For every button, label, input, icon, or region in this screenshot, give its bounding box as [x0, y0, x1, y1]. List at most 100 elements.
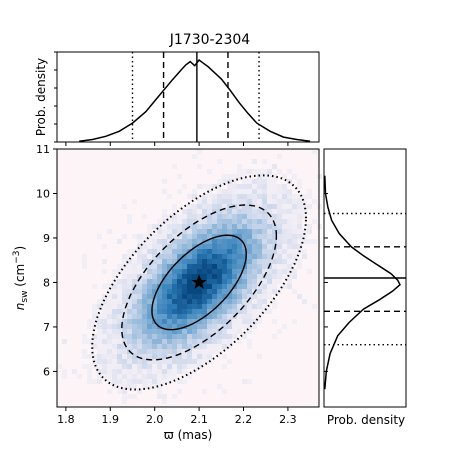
heatmap-cell [227, 284, 232, 289]
heatmap-cell [227, 279, 232, 284]
heatmap-cell [167, 214, 172, 219]
heatmap-cell [212, 224, 217, 229]
right-xlabel: Prob. density [327, 413, 405, 427]
heatmap-cell [277, 229, 282, 234]
heatmap-cell [147, 314, 152, 319]
heatmap-cell [237, 219, 242, 224]
heatmap-cell [267, 259, 272, 264]
heatmap-cell [222, 174, 227, 179]
heatmap-cell [197, 224, 202, 229]
heatmap-cell [127, 379, 132, 384]
heatmap-cell [227, 219, 232, 224]
heatmap-cell [252, 299, 257, 304]
heatmap-cell [182, 314, 187, 319]
heatmap-cell [207, 294, 212, 299]
heatmap-cell [307, 189, 312, 194]
heatmap-cell [197, 309, 202, 314]
heatmap-cell [302, 299, 307, 304]
heatmap-cell [107, 329, 112, 334]
x-tick-label: 1.9 [102, 413, 120, 426]
heatmap-cell [142, 314, 147, 319]
heatmap-cell [247, 229, 252, 234]
heatmap-cell [212, 349, 217, 354]
heatmap-cell [102, 329, 107, 334]
heatmap-cell [227, 299, 232, 304]
heatmap-cell [277, 154, 282, 159]
heatmap-cell [252, 169, 257, 174]
heatmap-cell [182, 299, 187, 304]
heatmap-cell [132, 364, 137, 369]
heatmap-cell [227, 329, 232, 334]
heatmap-cell [157, 254, 162, 259]
heatmap-cell [187, 314, 192, 319]
heatmap-cell [162, 304, 167, 309]
heatmap-cell [232, 189, 237, 194]
heatmap-cell [182, 349, 187, 354]
heatmap-cell [272, 279, 277, 284]
heatmap-cell [242, 379, 247, 384]
heatmap-cell [142, 364, 147, 369]
heatmap-cell [117, 379, 122, 384]
right-marginal-panel: Prob. density [323, 148, 407, 427]
heatmap-cell [137, 284, 142, 289]
heatmap-cell [232, 249, 237, 254]
heatmap-cell [217, 269, 222, 274]
heatmap-cell [287, 269, 292, 274]
heatmap-cell [227, 339, 232, 344]
heatmap-cell [152, 354, 157, 359]
heatmap-cell [157, 239, 162, 244]
heatmap-cell [112, 344, 117, 349]
heatmap-cell [157, 384, 162, 389]
heatmap-cell [282, 219, 287, 224]
heatmap-cell [252, 239, 257, 244]
heatmap-cell [257, 219, 262, 224]
heatmap-cell [237, 279, 242, 284]
heatmap-cell [152, 379, 157, 384]
heatmap-cell [217, 259, 222, 264]
heatmap-cell [167, 349, 172, 354]
heatmap-cell [247, 344, 252, 349]
heatmap-cell [192, 269, 197, 274]
heatmap-cell [247, 184, 252, 189]
heatmap-cell [252, 214, 257, 219]
heatmap-cell [112, 284, 117, 289]
heatmap-cell [182, 214, 187, 219]
heatmap-cell [182, 274, 187, 279]
heatmap-cell [157, 379, 162, 384]
heatmap-cell [172, 344, 177, 349]
heatmap-cell [162, 269, 167, 274]
heatmap-cell [112, 299, 117, 304]
heatmap-cell [277, 259, 282, 264]
heatmap-cell [232, 244, 237, 249]
heatmap-cell [207, 169, 212, 174]
heatmap-cell [222, 344, 227, 349]
heatmap-cell [192, 204, 197, 209]
heatmap-cell [182, 289, 187, 294]
heatmap-cell [142, 289, 147, 294]
heatmap-cell [167, 219, 172, 224]
heatmap-cell [197, 164, 202, 169]
heatmap-cell [182, 354, 187, 359]
heatmap-cell [242, 239, 247, 244]
heatmap-cell [177, 259, 182, 264]
heatmap-cell [207, 334, 212, 339]
heatmap-cell [292, 209, 297, 214]
heatmap-cell [292, 319, 297, 324]
heatmap-cell [177, 174, 182, 179]
heatmap-cell [147, 349, 152, 354]
heatmap-cell [102, 364, 107, 369]
heatmap-cell [222, 259, 227, 264]
heatmap-cell [137, 274, 142, 279]
heatmap-cell [87, 379, 92, 384]
heatmap-cell [262, 254, 267, 259]
heatmap-cell [157, 339, 162, 344]
heatmap-cell [257, 184, 262, 189]
heatmap-cell [247, 209, 252, 214]
heatmap-cell [252, 304, 257, 309]
heatmap-cell [127, 374, 132, 379]
heatmap-cell [172, 359, 177, 364]
y-tick-label: 9 [43, 232, 50, 245]
heatmap-cell [227, 179, 232, 184]
heatmap-cell [157, 289, 162, 294]
heatmap-cell [197, 284, 202, 289]
